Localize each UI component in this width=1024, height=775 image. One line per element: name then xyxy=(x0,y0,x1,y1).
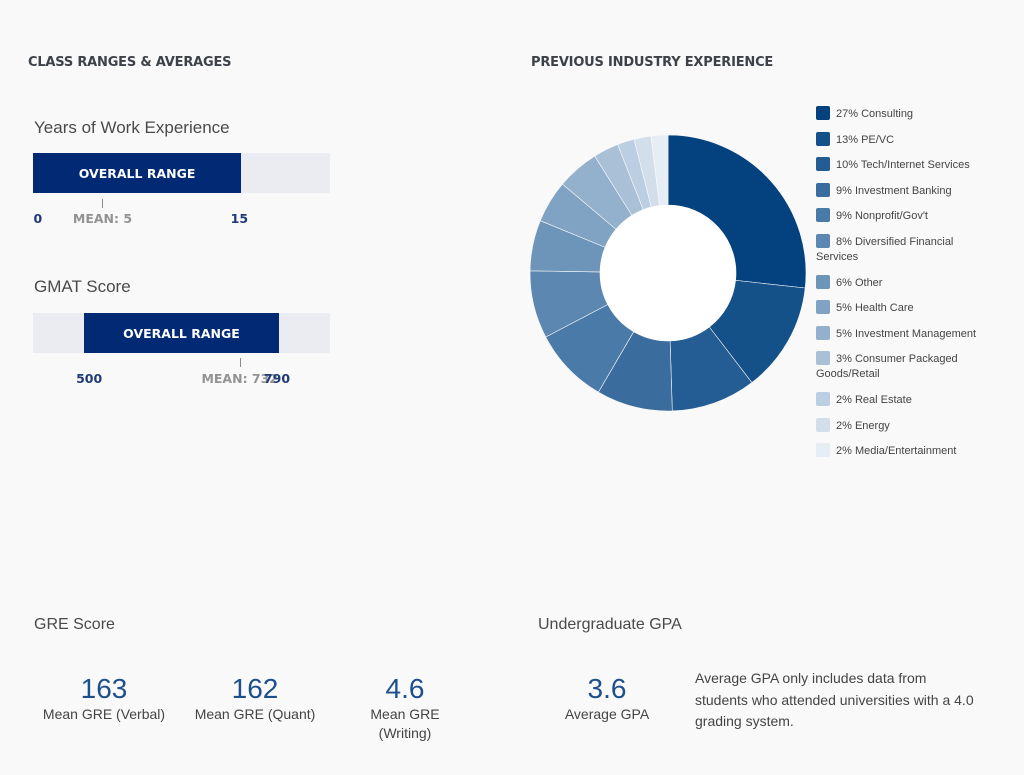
legend-item: 5% Investment Management xyxy=(816,325,996,342)
legend-item: 13% PE/VC xyxy=(816,131,996,148)
legend-swatch xyxy=(816,391,830,406)
gmat-range-fill: OVERALL RANGE xyxy=(84,313,279,353)
legend-item: 5% Health Care xyxy=(816,300,996,316)
gmat-min-label: 500 xyxy=(76,371,103,386)
gre-writing-stat: 4.6 Mean GRE (Writing) xyxy=(360,673,450,743)
legend-item: 3% Consumer Packaged Goods/Retail xyxy=(816,351,996,382)
legend-swatch xyxy=(816,417,830,432)
legend-item: 9% Investment Banking xyxy=(816,182,996,199)
gre-verbal-stat: 163 Mean GRE (Verbal) xyxy=(30,673,178,724)
legend-item: 27% Consulting xyxy=(816,106,996,122)
legend-label: 5% Health Care xyxy=(836,302,914,315)
legend-item: 9% Nonprofit/Gov't xyxy=(816,208,996,224)
gmat-range-bar: OVERALL RANGE xyxy=(33,313,330,353)
gre-title: GRE Score xyxy=(34,616,115,633)
legend-item: 2% Media/Entertainment xyxy=(816,443,996,459)
legend-item: 6% Other xyxy=(816,274,996,291)
legend-swatch xyxy=(816,351,830,366)
gmat-label: GMAT Score xyxy=(34,277,131,296)
legend-label: 9% Investment Banking xyxy=(836,184,952,197)
legend-label: 2% Media/Entertainment xyxy=(836,445,957,458)
legend-swatch xyxy=(816,208,830,223)
work-experience-label: Years of Work Experience xyxy=(34,118,230,137)
legend-swatch xyxy=(816,182,830,197)
gre-quant-label: Mean GRE (Quant) xyxy=(194,706,316,722)
legend-label: 2% Real Estate xyxy=(836,393,912,406)
gpa-stat: 3.6 Average GPA xyxy=(550,673,664,724)
legend-label: 9% Nonprofit/Gov't xyxy=(836,210,928,223)
legend-label: 6% Other xyxy=(836,276,883,289)
gre-writing-value: 4.6 xyxy=(385,673,425,704)
gre-verbal-label: Mean GRE (Verbal) xyxy=(42,706,166,722)
gmat-mean-label: MEAN: 732 xyxy=(201,371,279,386)
legend-swatch xyxy=(816,300,830,315)
legend-swatch xyxy=(816,131,830,146)
gpa-note: Average GPA only includes data from stud… xyxy=(695,670,974,729)
gpa-title: Undergraduate GPA xyxy=(538,616,682,633)
legend-swatch xyxy=(816,233,830,248)
gmat-max-label: 790 xyxy=(263,371,291,386)
legend-swatch xyxy=(816,325,830,340)
legend-item: 2% Real Estate xyxy=(816,391,996,408)
legend-label: 5% Investment Management xyxy=(836,327,977,340)
gre-verbal-value: 163 xyxy=(80,673,128,704)
legend-label: 10% Tech/Internet Services xyxy=(836,159,970,172)
industry-title: PREVIOUS INDUSTRY EXPERIENCE xyxy=(531,55,774,70)
legend-label: 8% Diversified Financial Services xyxy=(816,235,954,263)
gmat-mean-tick xyxy=(239,358,241,367)
industry-donut-chart xyxy=(529,134,807,412)
legend-swatch xyxy=(816,106,830,120)
donut-hole xyxy=(600,205,736,341)
industry-legend: 27% Consulting 13% PE/VC 10% Tech/Internet… xyxy=(816,106,996,469)
work-experience-mean-label: MEAN: 5 xyxy=(72,211,133,226)
gpa-value: 3.6 xyxy=(587,673,627,704)
legend-swatch xyxy=(816,274,830,289)
legend-label: 3% Consumer Packaged Goods/Retail xyxy=(816,353,958,381)
work-experience-range-fill: OVERALL RANGE xyxy=(33,153,242,193)
work-experience-min-label: 0 xyxy=(33,211,43,226)
legend-label: 13% PE/VC xyxy=(836,133,895,146)
legend-item: 10% Tech/Internet Services xyxy=(816,157,996,173)
work-experience-max-label: 15 xyxy=(230,211,249,226)
gre-writing-label: Mean GRE (Writing) xyxy=(370,706,440,741)
gre-quant-stat: 162 Mean GRE (Quant) xyxy=(185,673,325,724)
legend-label: 2% Energy xyxy=(836,419,890,432)
work-experience-mean-tick xyxy=(102,199,104,208)
legend-label: 27% Consulting xyxy=(836,108,914,120)
legend-swatch xyxy=(816,443,830,458)
class-ranges-title: CLASS RANGES & AVERAGES xyxy=(28,55,232,70)
work-experience-range-bar: OVERALL RANGE xyxy=(33,153,330,193)
legend-swatch xyxy=(816,157,830,172)
gre-quant-value: 162 xyxy=(231,673,279,704)
gpa-label: Average GPA xyxy=(564,706,650,722)
legend-item: 8% Diversified Financial Services xyxy=(816,233,996,265)
legend-item: 2% Energy xyxy=(816,417,996,434)
